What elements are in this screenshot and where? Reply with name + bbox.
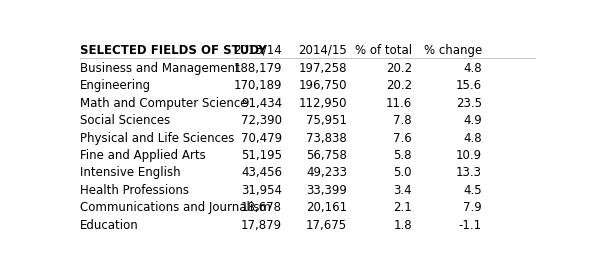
Text: Business and Management: Business and Management [80,62,239,75]
Text: Physical and Life Sciences: Physical and Life Sciences [80,132,234,145]
Text: 15.6: 15.6 [456,79,482,92]
Text: 72,390: 72,390 [241,114,282,127]
Text: 7.8: 7.8 [394,114,412,127]
Text: 5.0: 5.0 [394,166,412,179]
Text: % of total: % of total [355,44,412,57]
Text: 2.1: 2.1 [394,201,412,214]
Text: 17,879: 17,879 [241,219,282,232]
Text: 10.9: 10.9 [456,149,482,162]
Text: 196,750: 196,750 [299,79,347,92]
Text: 3.4: 3.4 [394,184,412,197]
Text: 70,479: 70,479 [241,132,282,145]
Text: Engineering: Engineering [80,79,151,92]
Text: 51,195: 51,195 [241,149,282,162]
Text: 20.2: 20.2 [386,62,412,75]
Text: SELECTED FIELDS OF STUDY: SELECTED FIELDS OF STUDY [80,44,266,57]
Text: -1.1: -1.1 [459,219,482,232]
Text: 43,456: 43,456 [241,166,282,179]
Text: 20,161: 20,161 [306,201,347,214]
Text: 23.5: 23.5 [456,97,482,110]
Text: 33,399: 33,399 [306,184,347,197]
Text: 7.9: 7.9 [463,201,482,214]
Text: Communications and Journalism: Communications and Journalism [80,201,271,214]
Text: 20.2: 20.2 [386,79,412,92]
Text: 31,954: 31,954 [241,184,282,197]
Text: Education: Education [80,219,139,232]
Text: 7.6: 7.6 [394,132,412,145]
Text: 13.3: 13.3 [456,166,482,179]
Text: 197,258: 197,258 [299,62,347,75]
Text: Fine and Applied Arts: Fine and Applied Arts [80,149,205,162]
Text: 17,675: 17,675 [306,219,347,232]
Text: 49,233: 49,233 [306,166,347,179]
Text: 73,838: 73,838 [306,132,347,145]
Text: 1.8: 1.8 [394,219,412,232]
Text: 56,758: 56,758 [306,149,347,162]
Text: 2013/14: 2013/14 [233,44,282,57]
Text: Intensive English: Intensive English [80,166,180,179]
Text: 2014/15: 2014/15 [298,44,347,57]
Text: 112,950: 112,950 [299,97,347,110]
Text: 75,951: 75,951 [306,114,347,127]
Text: 4.8: 4.8 [463,62,482,75]
Text: 170,189: 170,189 [233,79,282,92]
Text: Social Sciences: Social Sciences [80,114,170,127]
Text: Health Professions: Health Professions [80,184,188,197]
Text: 188,179: 188,179 [233,62,282,75]
Text: 4.5: 4.5 [463,184,482,197]
Text: 11.6: 11.6 [386,97,412,110]
Text: 18,678: 18,678 [241,201,282,214]
Text: % change: % change [424,44,482,57]
Text: Math and Computer Science: Math and Computer Science [80,97,247,110]
Text: 4.8: 4.8 [463,132,482,145]
Text: 5.8: 5.8 [394,149,412,162]
Text: 4.9: 4.9 [463,114,482,127]
Text: 91,434: 91,434 [241,97,282,110]
